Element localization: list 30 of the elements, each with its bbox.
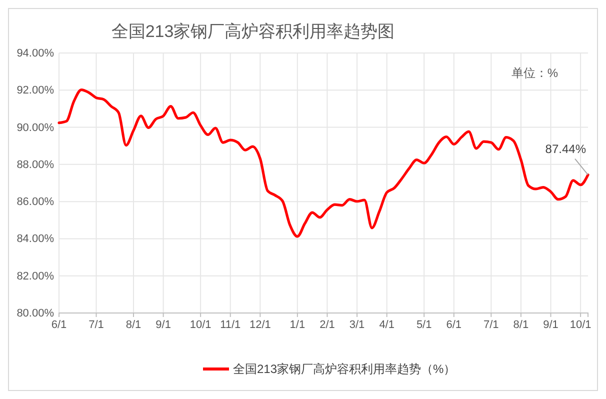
x-tick-label: 8/1 xyxy=(126,318,142,331)
chart-title: 全国213家钢厂高炉容积利用率趋势图 xyxy=(111,22,395,41)
x-tick-label: 7/1 xyxy=(88,318,104,331)
line-series xyxy=(58,88,590,238)
annotation: 单位：% xyxy=(511,66,558,80)
y-tick-label: 86.00% xyxy=(16,196,54,208)
x-tick-label: 10/1 xyxy=(190,318,212,331)
y-tick-label: 82.00% xyxy=(16,270,54,282)
x-tick-label: 3/1 xyxy=(349,318,365,331)
y-tick-label: 94.00% xyxy=(16,48,54,60)
x-tick-label: 9/1 xyxy=(543,318,558,331)
y-tick-label: 90.00% xyxy=(16,122,54,134)
y-tick-label: 88.00% xyxy=(16,158,54,171)
x-tick-label: 11/1 xyxy=(220,318,241,331)
x-tick-label: 5/1 xyxy=(416,318,432,331)
y-tick-label: 84.00% xyxy=(16,233,54,246)
x-tick-label: 6/1 xyxy=(446,318,462,331)
x-tick-label: 6/1 xyxy=(51,318,67,331)
x-tick-label: 10/1 xyxy=(570,318,592,331)
x-tick-label: 12/1 xyxy=(249,318,271,331)
y-tick-label: 92.00% xyxy=(16,84,54,97)
x-tick-label: 9/1 xyxy=(156,318,171,331)
y-tick-label: 80.00% xyxy=(16,308,54,320)
x-tick-label: 7/1 xyxy=(483,318,499,331)
x-tick-label: 2/1 xyxy=(320,318,335,331)
x-tick-label: 4/1 xyxy=(379,318,394,331)
x-tick-label: 8/1 xyxy=(513,318,529,331)
legend-label: 全国213家钢厂高炉容积利用率趋势（%） xyxy=(233,362,456,376)
x-tick-label: 1/1 xyxy=(290,318,306,331)
annotation: 87.44% xyxy=(545,142,586,156)
